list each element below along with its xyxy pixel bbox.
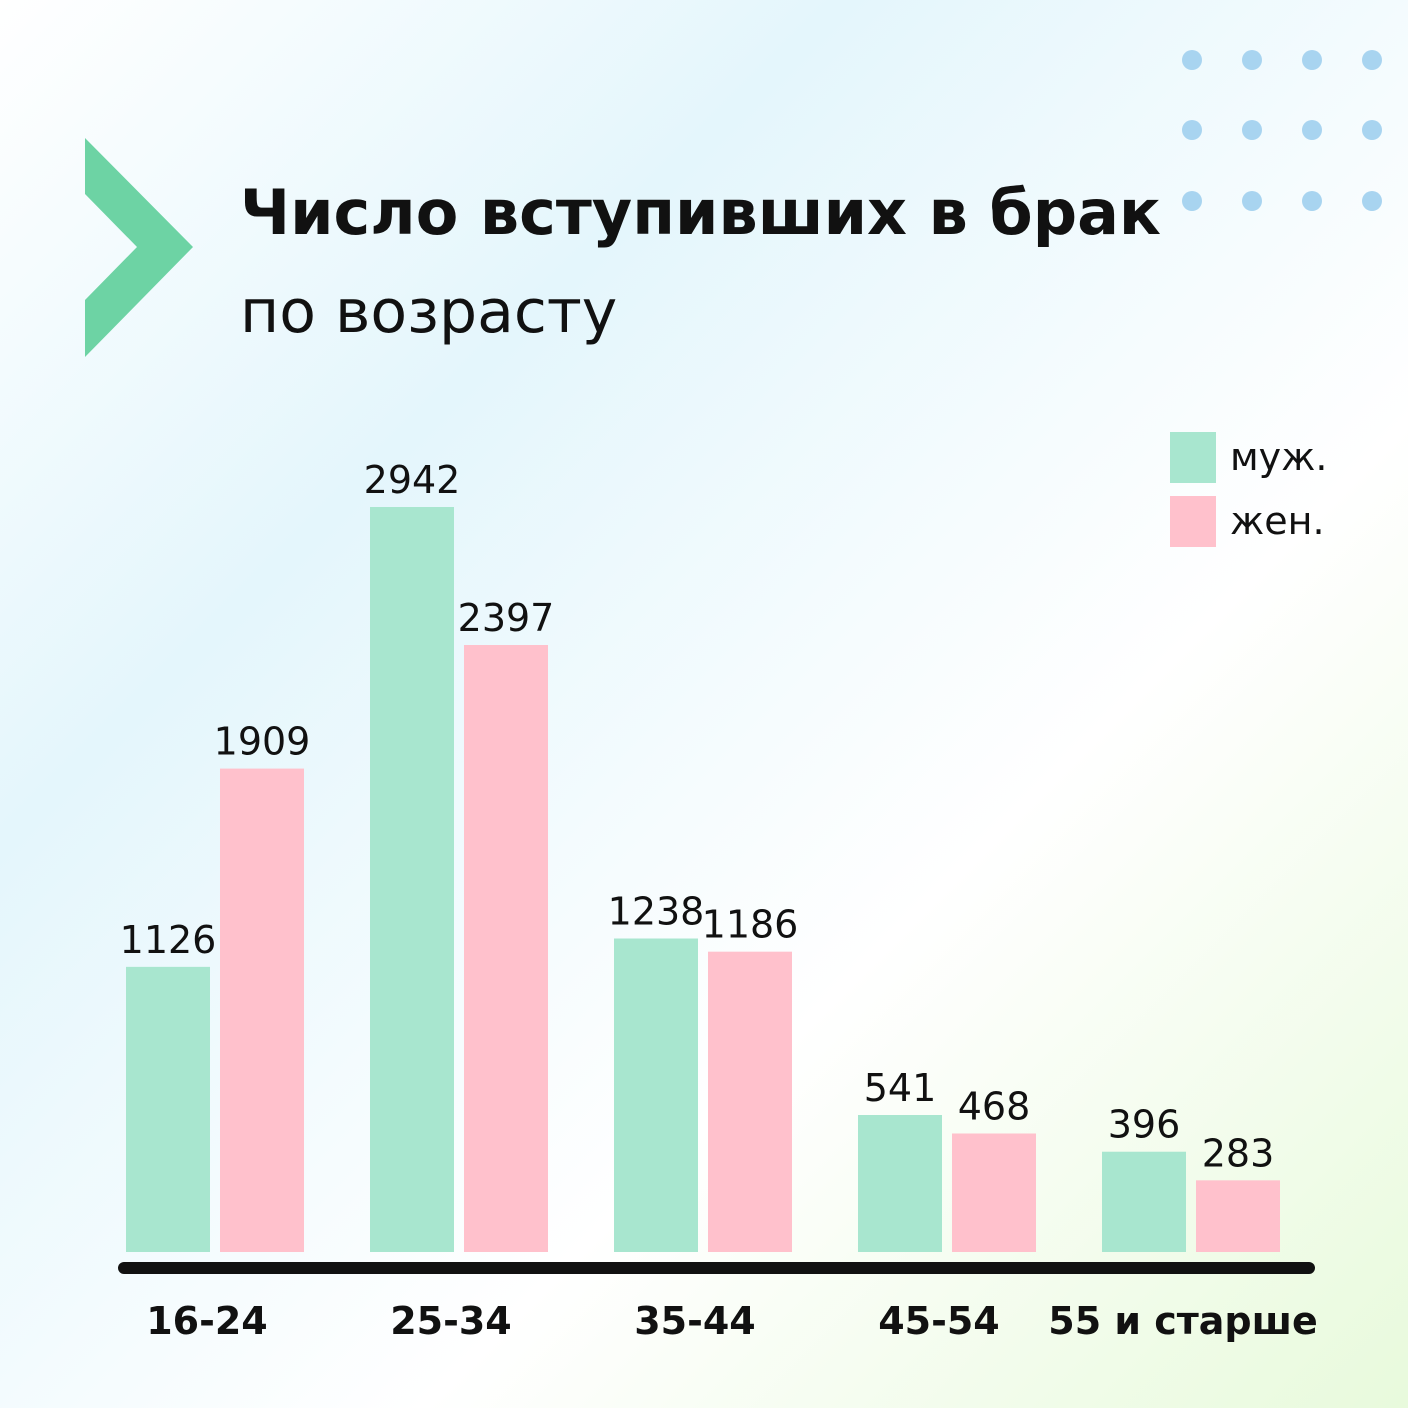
value-label: 1186	[702, 903, 799, 947]
legend-label: жен.	[1230, 499, 1325, 543]
chevron	[85, 138, 193, 357]
value-label: 468	[958, 1084, 1031, 1128]
bar	[1102, 1151, 1186, 1252]
bar	[220, 768, 304, 1252]
x-tick-label: 45-54	[878, 1299, 1000, 1343]
legend-label: муж.	[1230, 435, 1327, 479]
x-tick-label: 25-34	[390, 1299, 512, 1343]
value-label: 1126	[120, 918, 217, 962]
value-label: 541	[864, 1066, 937, 1110]
bar	[126, 966, 210, 1252]
value-label: 2397	[458, 596, 555, 640]
chart-subtitle: по возрасту	[240, 277, 617, 347]
bar	[614, 938, 698, 1252]
x-tick-label: 16-24	[146, 1299, 268, 1343]
value-label: 1238	[608, 890, 705, 934]
bar	[708, 951, 792, 1252]
chart-title: Число вступивших в брак	[240, 176, 1161, 249]
bar	[370, 507, 454, 1252]
bar	[1196, 1180, 1280, 1252]
x-tick-label: 35-44	[634, 1299, 756, 1343]
value-label: 283	[1202, 1131, 1275, 1175]
value-label: 396	[1108, 1103, 1181, 1147]
bar	[464, 645, 548, 1252]
value-label: 2942	[364, 458, 461, 502]
bar	[952, 1133, 1036, 1252]
value-label: 1909	[214, 720, 311, 764]
dots	[1182, 50, 1382, 211]
legend-swatch	[1170, 496, 1216, 547]
bar	[858, 1115, 942, 1252]
x-tick-label: 55 и старше	[1048, 1299, 1318, 1343]
legend-swatch	[1170, 432, 1216, 483]
